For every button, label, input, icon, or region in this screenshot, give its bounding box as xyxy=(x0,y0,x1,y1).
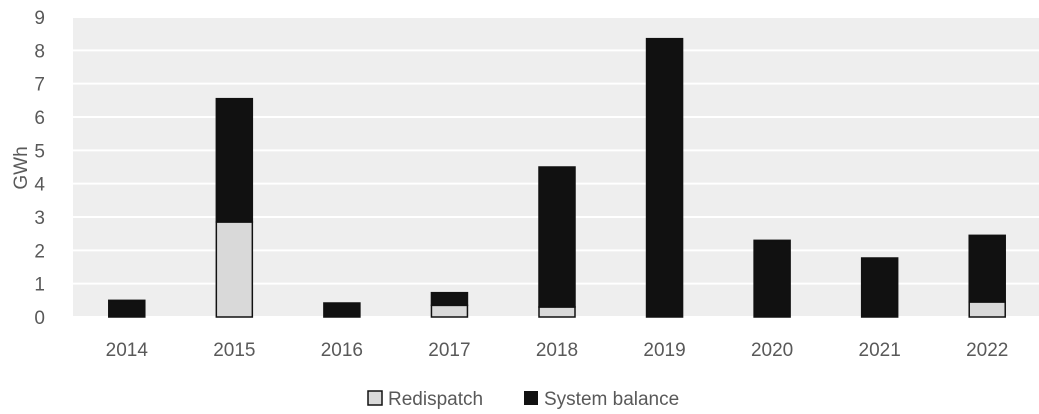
legend-swatch-system-balance xyxy=(524,391,538,405)
legend-label-system-balance: System balance xyxy=(544,389,679,410)
y-tick-label: 2 xyxy=(34,241,45,262)
bars xyxy=(108,37,1006,318)
bar-system-balance-2015 xyxy=(215,97,254,223)
bar-system-balance-2022 xyxy=(968,234,1006,303)
bar-system-balance-2021 xyxy=(860,257,899,318)
x-tick-label: 2021 xyxy=(859,340,901,361)
bar-system-balance-2016 xyxy=(323,302,361,318)
bar-redispatch-2017 xyxy=(430,304,469,318)
y-tick-label: 9 xyxy=(34,8,45,29)
legend: Redispatch System balance xyxy=(367,389,679,410)
x-tick-label: 2016 xyxy=(321,340,363,361)
bar-system-balance-2019 xyxy=(645,37,684,318)
y-tick-label: 0 xyxy=(34,308,45,329)
y-axis-title: GWh xyxy=(11,146,32,189)
x-tick-label: 2014 xyxy=(106,340,149,361)
y-tick-label: 7 xyxy=(34,75,45,96)
bar-system-balance-2018 xyxy=(538,166,576,308)
x-tick-label: 2020 xyxy=(751,340,793,361)
y-tick-label: 1 xyxy=(34,275,45,296)
bar-system-balance-2017 xyxy=(430,291,469,307)
bar-redispatch-2015 xyxy=(215,221,254,318)
bar-system-balance-2014 xyxy=(108,299,146,318)
x-tick-label: 2019 xyxy=(643,340,685,361)
x-tick-label: 2015 xyxy=(213,340,255,361)
y-tick-label: 8 xyxy=(34,41,45,62)
x-tick-label: 2018 xyxy=(536,340,578,361)
x-axis-ticks: 2014 2015 2016 2017 2018 2019 2020 2021 2022 xyxy=(106,340,1009,361)
bar-system-balance-2020 xyxy=(753,239,791,318)
legend-swatch-redispatch xyxy=(367,390,383,406)
bar-redispatch-2018 xyxy=(538,306,576,318)
y-tick-label: 6 xyxy=(34,108,45,129)
y-tick-label: 3 xyxy=(34,208,45,229)
x-tick-label: 2017 xyxy=(428,340,470,361)
y-tick-label: 4 xyxy=(34,175,45,196)
bar-redispatch-2022 xyxy=(968,301,1006,318)
legend-label-redispatch: Redispatch xyxy=(388,389,483,410)
x-tick-label: 2022 xyxy=(966,340,1008,361)
y-axis-ticks: 0 1 2 3 4 5 6 7 8 9 xyxy=(34,8,45,329)
y-tick-label: 5 xyxy=(34,141,45,162)
